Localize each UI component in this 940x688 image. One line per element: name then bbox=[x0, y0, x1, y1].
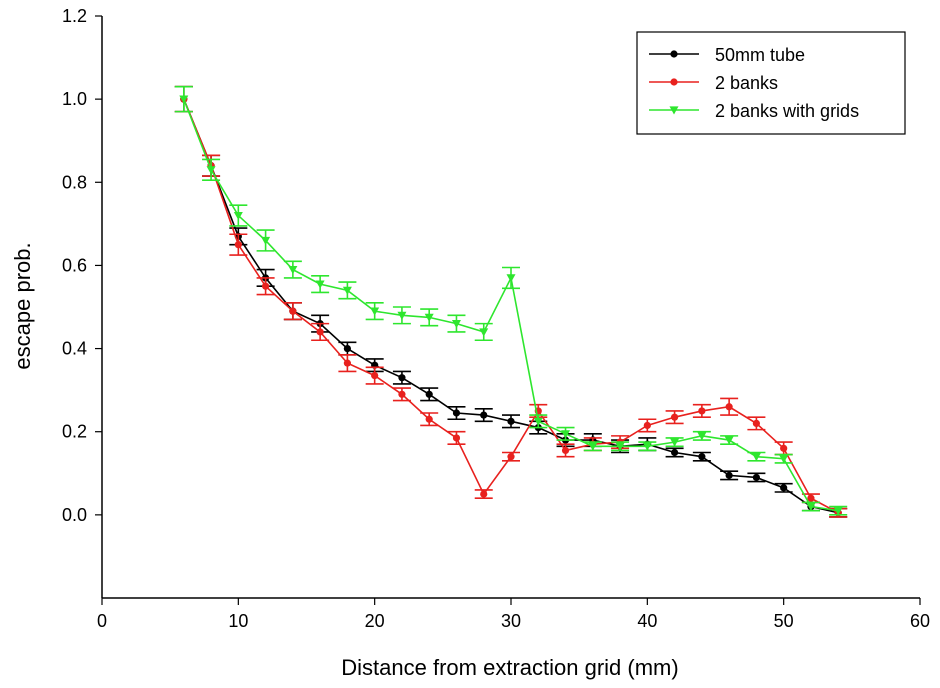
series-2 bbox=[174, 85, 848, 516]
legend-label: 2 banks bbox=[715, 73, 778, 93]
legend-item-0: 50mm tube bbox=[649, 45, 805, 65]
data-point bbox=[807, 494, 815, 502]
data-point bbox=[533, 417, 543, 426]
data-point bbox=[671, 413, 679, 421]
data-point bbox=[206, 166, 216, 175]
series-line bbox=[183, 98, 839, 512]
data-point bbox=[397, 311, 407, 320]
series-layer bbox=[174, 85, 848, 518]
data-point bbox=[780, 484, 788, 492]
data-point bbox=[398, 374, 406, 382]
data-point bbox=[289, 307, 297, 315]
data-point bbox=[751, 453, 761, 462]
legend-swatch-marker bbox=[670, 50, 678, 58]
legend-swatch-marker bbox=[670, 78, 678, 86]
x-tick-label: 0 bbox=[97, 611, 107, 631]
data-point bbox=[315, 280, 325, 289]
legend-box bbox=[636, 31, 906, 135]
legend-item-2: 2 banks with grids bbox=[649, 101, 859, 121]
data-point bbox=[588, 442, 598, 451]
data-point bbox=[833, 507, 843, 516]
data-point bbox=[288, 265, 298, 275]
data-point bbox=[343, 344, 351, 353]
data-point bbox=[671, 448, 679, 457]
y-tick-label: 0.8 bbox=[62, 172, 87, 192]
y-tick-label: 0.4 bbox=[62, 339, 87, 359]
data-point bbox=[561, 446, 570, 455]
data-point bbox=[233, 211, 243, 221]
legend-item-1: 2 banks bbox=[649, 73, 778, 93]
data-point bbox=[261, 236, 271, 245]
data-point bbox=[452, 434, 461, 442]
series-line bbox=[183, 98, 839, 514]
data-point bbox=[425, 415, 433, 423]
data-point bbox=[725, 471, 733, 479]
y-tick-label: 0.6 bbox=[62, 255, 87, 275]
data-point bbox=[642, 442, 652, 451]
data-point bbox=[779, 455, 789, 464]
y-tick-label: 0.2 bbox=[62, 422, 87, 442]
data-point bbox=[342, 286, 352, 295]
y-tick-label: 0.0 bbox=[62, 505, 87, 525]
x-tick-label: 40 bbox=[637, 611, 657, 631]
data-point bbox=[724, 436, 734, 445]
legend: 50mm tube 2 banks 2 banks with grids bbox=[636, 31, 906, 135]
data-point bbox=[424, 313, 434, 322]
y-tick-label: 1.2 bbox=[62, 6, 87, 26]
data-point bbox=[806, 502, 816, 512]
data-point bbox=[561, 430, 571, 439]
data-point bbox=[370, 307, 380, 316]
data-point bbox=[480, 490, 488, 498]
data-point bbox=[752, 473, 761, 482]
data-point bbox=[507, 417, 515, 425]
series-line bbox=[183, 98, 839, 514]
data-point bbox=[452, 409, 461, 417]
data-point bbox=[615, 442, 625, 451]
x-tick-label: 30 bbox=[501, 611, 521, 631]
y-tick-label: 1.0 bbox=[62, 89, 87, 109]
data-point bbox=[262, 282, 270, 290]
data-point bbox=[451, 320, 461, 329]
series-1 bbox=[174, 85, 848, 518]
data-point bbox=[698, 407, 706, 415]
x-tick-label: 60 bbox=[910, 611, 930, 631]
data-point bbox=[643, 421, 651, 430]
data-point bbox=[725, 403, 733, 411]
legend-swatch-marker bbox=[669, 106, 679, 115]
data-point bbox=[479, 328, 489, 337]
data-point bbox=[698, 453, 706, 461]
data-point bbox=[316, 328, 324, 336]
data-point bbox=[371, 371, 379, 380]
x-tick-label: 10 bbox=[228, 611, 248, 631]
x-axis-label: Distance from extraction grid (mm) bbox=[341, 655, 678, 680]
data-point bbox=[480, 411, 488, 419]
data-point bbox=[507, 453, 515, 461]
data-point bbox=[425, 390, 433, 398]
data-point bbox=[234, 241, 242, 249]
data-point bbox=[179, 95, 189, 104]
x-tick-label: 20 bbox=[365, 611, 385, 631]
legend-label: 50mm tube bbox=[715, 45, 805, 65]
data-point bbox=[343, 359, 351, 367]
y-axis-label: escape prob. bbox=[10, 242, 35, 369]
data-point bbox=[780, 444, 788, 452]
data-point bbox=[506, 274, 516, 283]
data-point bbox=[398, 390, 406, 398]
x-tick-label: 50 bbox=[774, 611, 794, 631]
legend-label: 2 banks with grids bbox=[715, 101, 859, 121]
data-point bbox=[697, 432, 707, 441]
axes-layer: 0 10 20 30 40 50 60 0.0 0.2 0.4 0.6 0.8 1.0 1.2 bbox=[62, 6, 930, 631]
data-point bbox=[752, 419, 761, 427]
data-point bbox=[670, 438, 680, 447]
